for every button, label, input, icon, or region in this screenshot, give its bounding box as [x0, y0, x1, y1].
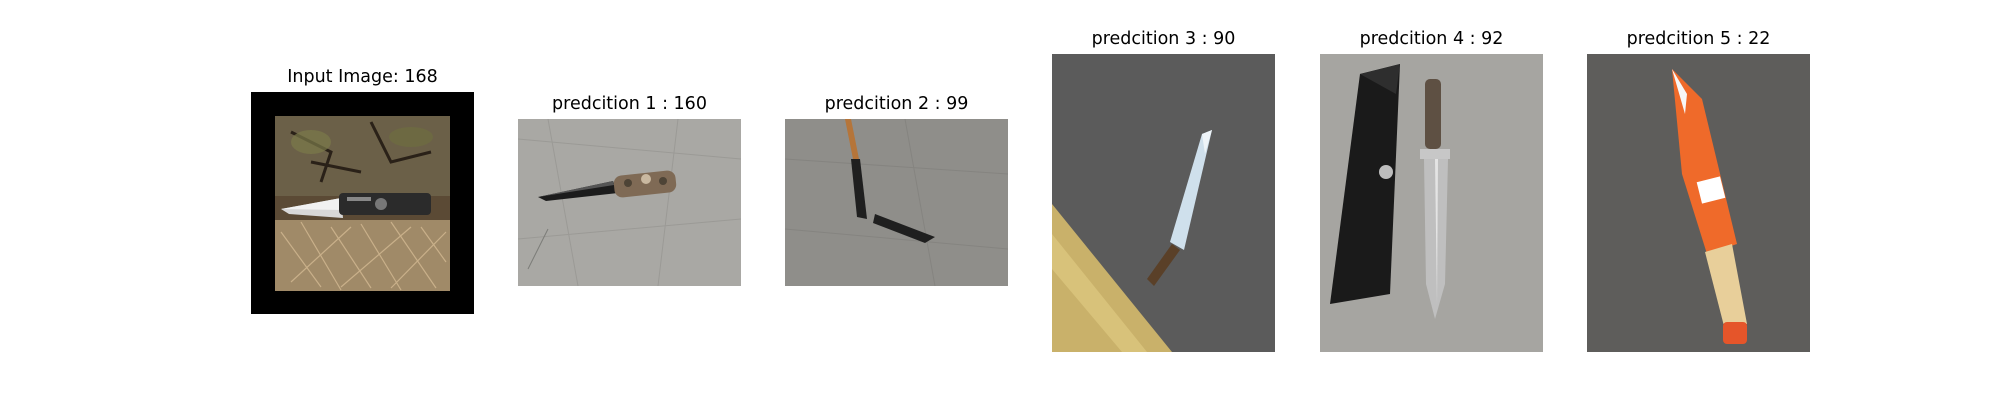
input-image-title: Input Image: 168	[287, 67, 438, 87]
prediction-1-title: predcition 1 : 160	[552, 94, 707, 114]
prediction-4-image	[1320, 54, 1543, 352]
prediction-5-image	[1587, 54, 1810, 352]
prediction-4-title: predcition 4 : 92	[1359, 29, 1504, 49]
prediction-3-image	[1052, 54, 1275, 352]
prediction-3-title: predcition 3 : 90	[1091, 29, 1236, 49]
prediction-2-title: predcition 2 : 99	[824, 94, 969, 114]
prediction-5-title: predcition 5 : 22	[1626, 29, 1771, 49]
prediction-2-image	[785, 119, 1008, 286]
prediction-1-image	[518, 119, 741, 286]
input-image	[251, 92, 474, 314]
